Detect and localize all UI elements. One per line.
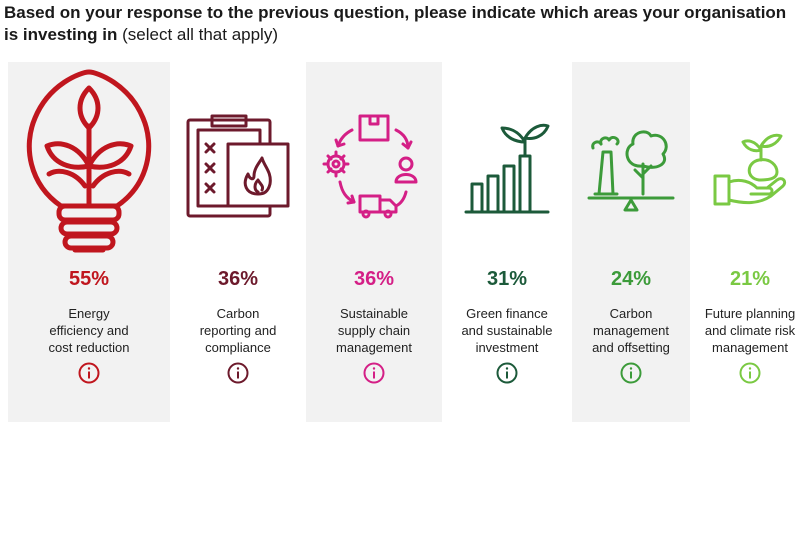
result-card-carbon-management: 24% Carbon management and offsetting: [572, 62, 690, 422]
info-icon[interactable]: [227, 362, 249, 384]
info-icon[interactable]: [620, 362, 642, 384]
category-label: Energy efficiency and cost reduction: [48, 306, 130, 355]
category-label: Carbon reporting and compliance: [199, 306, 277, 355]
category-label: Carbon management and offsetting: [592, 306, 670, 355]
question-main: Based on your response to the previous q…: [4, 3, 787, 44]
percent-value: 36%: [353, 268, 395, 290]
category-label: Sustainable supply chain management: [336, 306, 412, 355]
lightbulb-plant-icon: [26, 69, 152, 253]
category-label: Green finance and sustainable investment: [461, 306, 553, 355]
result-card-green-finance: 31% Green finance and sustainable investme…: [442, 62, 572, 422]
result-card-carbon-reporting: 36% Carbon reporting and compliance: [170, 62, 306, 422]
info-icon[interactable]: [739, 362, 761, 384]
question-text: Based on your response to the previous q…: [4, 2, 804, 46]
result-card-supply-chain: 36% Sustainable supply chain management: [306, 62, 442, 422]
result-card-climate-risk: 21% Future planning and climate risk manag…: [690, 62, 810, 422]
percent-value: 55%: [68, 268, 110, 290]
supply-cycle-icon: [322, 114, 418, 219]
percent-value: 31%: [486, 268, 528, 290]
factory-tree-scale-icon: [587, 130, 675, 212]
percent-value: 21%: [729, 268, 771, 290]
results-row: 55% Energy efficiency and cost reduction 3…: [0, 62, 812, 422]
growth-bars-icon: [464, 123, 550, 214]
info-icon[interactable]: [496, 362, 518, 384]
category-label: Future planning and climate risk managemen…: [704, 306, 796, 355]
percent-value: 36%: [217, 268, 259, 290]
result-card-energy: 55% Energy efficiency and cost reduction: [8, 62, 170, 422]
question-note: (select all that apply): [122, 25, 278, 44]
hand-plant-icon: [713, 133, 787, 206]
clipboard-fire-icon: [186, 114, 290, 218]
percent-value: 24%: [610, 268, 652, 290]
info-icon[interactable]: [363, 362, 385, 384]
info-icon[interactable]: [78, 362, 100, 384]
